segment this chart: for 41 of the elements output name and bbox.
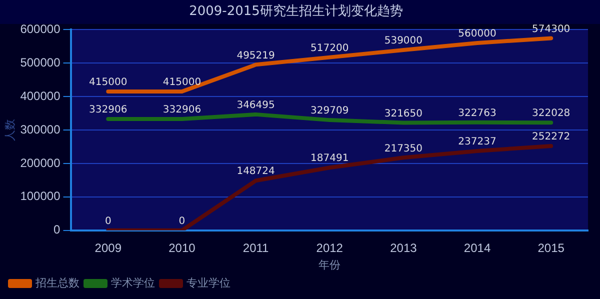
data-label: 495219 [236, 50, 275, 62]
data-label: 517200 [310, 42, 349, 54]
y-tick-label: 600000 [20, 22, 61, 36]
data-label: 539000 [384, 36, 423, 47]
data-label: 332906 [162, 104, 202, 116]
x-tick-label: 2010 [168, 240, 196, 255]
y-tick-label: 500000 [20, 55, 61, 70]
data-label: 332906 [89, 104, 128, 116]
data-label: 322763 [458, 108, 496, 119]
data-label: 322028 [532, 108, 570, 120]
x-tick-label: 2014 [464, 240, 491, 255]
data-label: 346495 [236, 100, 275, 112]
data-label: 187491 [310, 153, 349, 164]
data-label: 321650 [384, 108, 423, 120]
data-label: 0 [104, 216, 112, 227]
y-tick-label: 300000 [20, 122, 61, 136]
y-axis-title: 人数 [4, 119, 17, 141]
data-label: 415000 [89, 77, 128, 88]
x-tick-label: 2012 [316, 240, 344, 255]
legend-label: 学术学位 [111, 276, 155, 290]
legend-label: 招生总数 [34, 276, 80, 290]
data-label: 560000 [458, 28, 496, 40]
legend-label: 专业学位 [186, 276, 230, 290]
data-label: 415000 [162, 77, 202, 88]
data-label: 148724 [236, 166, 275, 178]
x-tick-label: 2013 [390, 240, 418, 255]
y-tick-label: 100000 [20, 189, 61, 204]
data-label: 217350 [384, 143, 423, 154]
data-label: 329709 [310, 106, 349, 117]
data-label: 237237 [458, 136, 496, 148]
x-tick-label: 2009 [94, 240, 122, 255]
data-label: 0 [178, 216, 186, 227]
x-axis-title: 年份 [318, 259, 341, 272]
data-label: 252272 [532, 132, 570, 143]
data-label: 574300 [532, 24, 570, 35]
chart-title: 2009-2015研究生招生计划变化趋势 [189, 4, 403, 20]
y-tick-label: 0 [54, 222, 61, 237]
y-tick-label: 400000 [20, 88, 61, 103]
x-tick-label: 2015 [538, 240, 565, 255]
x-tick-label: 2011 [242, 240, 270, 255]
y-tick-label: 200000 [20, 156, 61, 170]
